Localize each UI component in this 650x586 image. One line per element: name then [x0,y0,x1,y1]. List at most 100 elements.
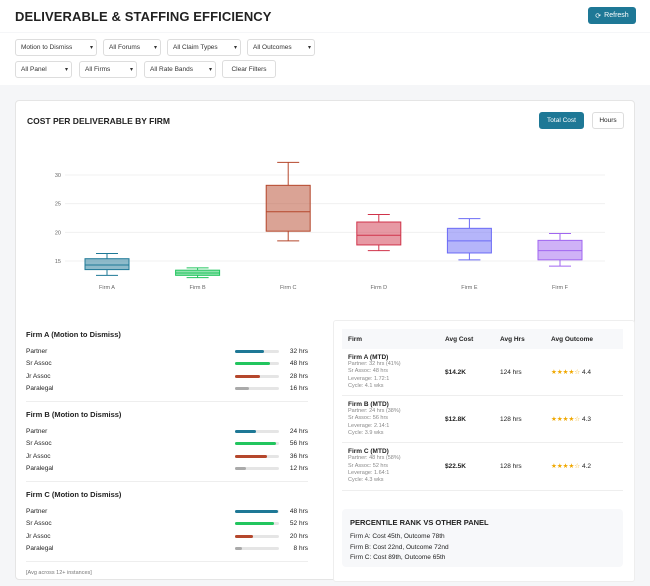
staffing-note: [Avg across 12+ instances] [26,570,92,576]
hours-value: 16 hrs [289,385,308,393]
hours-bar-fill [235,374,261,378]
percentile-line: Firm A: Cost 45th, Outcome 78th [350,533,445,540]
staffing-row: Paralegal 16 hrs [26,383,308,396]
outcome-select[interactable]: All Outcomes ▾ [247,39,315,56]
role-label: Jr Assoc [26,532,51,540]
role-label: Paralegal [26,545,54,553]
firm-name: Firm C (MTD) [348,448,389,456]
firm-detail: Cycle: 4.3 wks [348,477,384,484]
hours-value: 56 hrs [289,440,308,448]
hours-bar-fill [235,547,243,551]
col-avg-cost: Avg Cost [439,329,494,349]
select-value: All Rate Bands [150,66,193,73]
chevron-down-icon: ▾ [129,67,133,73]
avg-hrs: 124 hrs [494,349,545,397]
hours-value: 48 hrs [289,360,308,368]
deliverable-select[interactable]: Motion to Dismiss ▾ [15,39,97,56]
hours-bar [235,362,279,366]
box-firm-a [84,258,130,271]
percentile-line: Firm C: Cost 89th, Outcome 65th [350,554,446,562]
firm-staffing-section: Firm C (Motion to Dismiss) Partner 48 hrs S… [26,490,308,562]
staffing-row: Paralegal 8 hrs [26,543,308,556]
hours-toggle[interactable]: Hours [592,112,624,129]
role-label: Paralegal [26,465,54,473]
percentile-line: Firm B: Cost 22nd, Outcome 72nd [350,543,449,551]
hours-bar-fill [235,467,246,471]
forum-select[interactable]: All Forums ▾ [103,39,161,56]
select-value: All Firms [85,66,111,73]
hours-value: 36 hrs [289,452,308,460]
select-value: All Forums [109,44,141,51]
firm-detail: Sr Assoc: 48 hrs [348,368,389,375]
staffing-row: Sr Assoc 56 hrs [26,438,308,451]
box-firm-c [265,184,311,232]
hours-bar [235,509,279,513]
firm-name: Firm A (MTD) [348,354,389,361]
rate-band-select[interactable]: All Rate Bands ▾ [144,61,216,78]
firm-select[interactable]: All Firms ▾ [79,61,137,78]
hours-value: 52 hrs [289,520,308,528]
hours-value: 48 hrs [289,507,308,515]
x-tick-label: Firm F [552,285,569,291]
chevron-down-icon: ▾ [233,45,237,51]
y-tick-label: 20 [55,230,61,236]
percentile-rank-box: PERCENTILE RANK VS OTHER PANEL Firm A: C… [342,509,623,567]
hours-bar [235,387,279,391]
staffing-row: Partner 32 hrs [26,345,308,358]
filter-bar: Motion to Dismiss ▾ All Forums ▾ All Claim… [0,33,650,85]
role-label: Sr Assoc [26,440,52,448]
y-tick-label: 25 [55,202,61,208]
firm-detail: Partner: 24 hrs (38%) [348,408,401,415]
total-cost-toggle[interactable]: Total Cost [539,112,584,129]
firm-staffing-section: Firm A (Motion to Dismiss) Partner 32 hrs S… [26,330,308,402]
select-value: All Panel [21,66,47,73]
firm-detail: Leverage: 1.72:1 [348,375,390,382]
rating-value: 4.4 [581,369,591,377]
staffing-row: Sr Assoc 52 hrs [26,518,308,531]
box-firm-f [537,239,583,261]
staffing-row: Paralegal 12 hrs [26,463,308,476]
refresh-icon: ⟳ [595,12,602,20]
firm-detail: Cycle: 4.1 wks [348,382,384,389]
hours-bar-fill [235,454,267,458]
role-label: Jr Assoc [26,372,51,380]
avg-cost: $12.8K [439,395,494,444]
section-title: Firm C (Motion to Dismiss) [26,490,122,499]
refresh-button[interactable]: ⟳ Refresh [588,7,636,24]
hours-bar-fill [235,442,276,446]
rating-value: 4.2 [581,463,591,471]
select-value: All Outcomes [253,44,292,51]
avg-hrs: 128 hrs [494,442,545,491]
staffing-row: Jr Assoc 28 hrs [26,370,308,383]
firm-name: Firm B (MTD) [348,401,389,409]
panel-select[interactable]: All Panel ▾ [15,61,72,78]
table-row: Firm B (MTD) Partner: 24 hrs (38%) Sr Asso… [342,395,623,444]
col-avg-outcome: Avg Outcome [545,329,623,349]
firm-comparison-table: Firm Avg Cost Avg Hrs Avg Outcome Firm A… [342,329,623,491]
firm-staffing-section: Firm B (Motion to Dismiss) Partner 24 hrs S… [26,410,308,482]
hours-value: 24 hrs [289,427,308,435]
page-title: DELIVERABLE & STAFFING EFFICIENCY [15,9,272,24]
star-rating-icon: ★★★★☆ [551,369,581,377]
claim-type-select[interactable]: All Claim Types ▾ [167,39,241,56]
boxplot-chart: 15 20 25 30 Firm A Firm B Firm C Firm D Firm E Fi… [55,161,605,291]
hours-bar-fill [235,429,257,433]
hours-bar [235,442,279,446]
clear-filters-button[interactable]: Clear Filters [222,60,276,78]
chart-title: COST PER DELIVERABLE BY FIRM [27,116,170,126]
page-header: DELIVERABLE & STAFFING EFFICIENCY ⟳ Refre… [0,0,650,32]
firm-comparison-panel: Firm Avg Cost Avg Hrs Avg Outcome Firm A… [333,320,635,582]
hours-value: 12 hrs [289,465,308,473]
chevron-down-icon: ▾ [64,67,68,73]
rating-value: 4.3 [581,416,591,424]
role-label: Partner [26,507,48,515]
y-tick-label: 30 [55,173,61,179]
hours-bar-fill [235,349,264,353]
refresh-label: Refresh [604,12,629,19]
percentile-title: PERCENTILE RANK VS OTHER PANEL [350,518,489,527]
role-label: Sr Assoc [26,520,52,528]
staffing-row: Jr Assoc 20 hrs [26,530,308,543]
chevron-down-icon: ▾ [89,45,93,51]
col-firm: Firm [342,329,439,349]
role-label: Partner [26,427,48,435]
